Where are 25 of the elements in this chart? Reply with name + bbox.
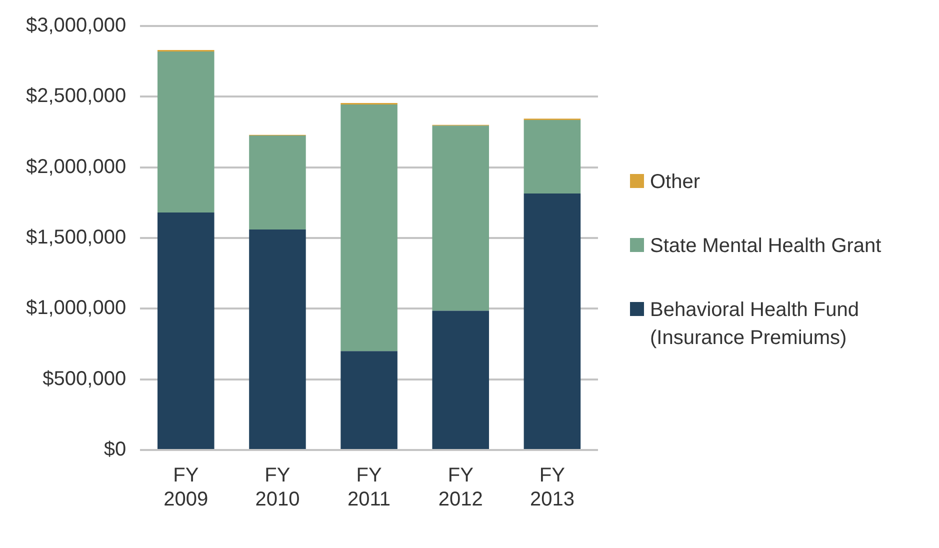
y-tick-label: $2,500,000 — [26, 85, 126, 108]
x-tick-label: FY 2013 — [530, 464, 574, 511]
x-tick-label: FY 2010 — [255, 464, 300, 511]
y-tick-label: $500,000 — [42, 368, 126, 390]
y-tick-label: $3,000,000 — [26, 14, 126, 37]
bar — [524, 120, 581, 194]
legend-label: Other — [650, 170, 700, 195]
bar — [524, 193, 581, 449]
bar — [249, 230, 306, 449]
bar — [249, 136, 306, 230]
bar — [340, 351, 398, 449]
bar — [158, 51, 214, 213]
x-tick-label: FY 2009 — [164, 464, 208, 511]
bar — [158, 212, 214, 449]
legend-label: State Mental Health Grant — [650, 234, 882, 259]
bar — [432, 310, 490, 449]
x-tick-label: FY 2012 — [438, 464, 483, 511]
y-tick-label: $1,000,000 — [26, 297, 126, 320]
y-tick-label: $2,000,000 — [26, 156, 126, 178]
bar — [340, 104, 398, 352]
x-tick-label: FY 2011 — [348, 464, 391, 511]
y-tick-label: $0 — [104, 438, 126, 461]
bar — [432, 126, 490, 311]
y-tick-label: $1,500,000 — [26, 226, 126, 249]
legend-label: Behavioral Health Fund (Insurance Premiums) — [650, 298, 860, 351]
